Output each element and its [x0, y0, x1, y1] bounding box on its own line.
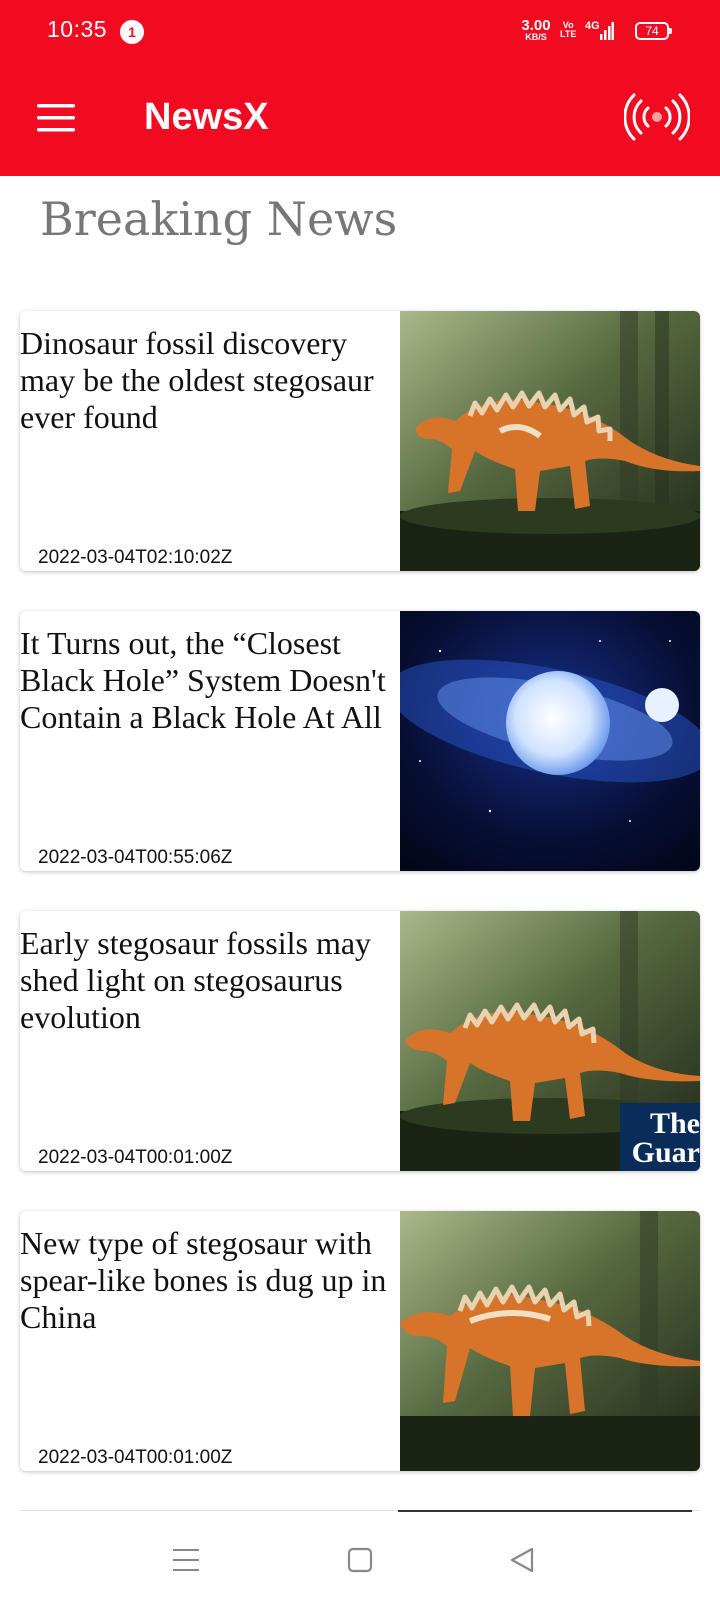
volte-bottom: LTE: [560, 29, 577, 39]
status-bar: 10:35 1 3.00 KB/S Vo LTE 4G 74: [0, 0, 720, 64]
news-thumbnail-binary-star: [400, 611, 700, 871]
recents-icon: [173, 1549, 199, 1571]
news-date: 2022-03-04T00:01:00Z: [38, 1147, 233, 1168]
news-card[interactable]: Early stegosaur fossils may shed light o…: [20, 911, 700, 1171]
news-thumbnail-stegosaur: [400, 1211, 700, 1471]
network-speed-value: 3.00: [521, 17, 551, 34]
section-title: Breaking News: [40, 192, 398, 246]
menu-button[interactable]: [26, 88, 86, 148]
recents-button[interactable]: [162, 1536, 210, 1584]
news-date: 2022-03-04T00:01:00Z: [38, 1447, 233, 1468]
navigation-bar: [0, 1520, 720, 1600]
back-button[interactable]: [498, 1536, 546, 1584]
notification-badge: 1: [120, 20, 144, 44]
publisher-logo: The Guar: [620, 1103, 700, 1171]
volte-indicator: Vo LTE: [560, 21, 576, 39]
news-date: 2022-03-04T02:10:02Z: [38, 547, 233, 568]
publisher-logo-line1: The: [649, 1107, 700, 1140]
news-thumbnail-stegosaur: The Guar: [400, 911, 700, 1171]
news-date: 2022-03-04T00:55:06Z: [38, 847, 233, 868]
network-speed: 3.00 KB/S: [516, 18, 556, 42]
app-title: NewsX: [144, 96, 269, 138]
battery-icon: 74: [635, 22, 672, 40]
live-broadcast-button[interactable]: [622, 86, 692, 148]
status-time: 10:35: [47, 16, 108, 42]
network-speed-unit: KB/S: [525, 32, 547, 42]
home-button[interactable]: [336, 1536, 384, 1584]
back-icon: [510, 1547, 534, 1573]
publisher-logo-line2: Guar: [631, 1136, 700, 1169]
news-headline: Early stegosaur fossils may shed light o…: [20, 925, 372, 1035]
network-type: 4G: [585, 20, 600, 32]
next-news-card-partial: [20, 1510, 700, 1521]
app-bar: NewsX: [0, 64, 720, 176]
news-card[interactable]: New type of stegosaur with spear-like bo…: [20, 1211, 700, 1471]
news-card[interactable]: Dinosaur fossil discovery may be the old…: [20, 311, 700, 571]
hamburger-menu-icon: [37, 104, 75, 132]
news-headline: New type of stegosaur with spear-like bo…: [20, 1225, 387, 1335]
news-card[interactable]: It Turns out, the “Closest Black Hole” S…: [20, 611, 700, 871]
broadcast-icon: [624, 93, 690, 141]
news-headline: It Turns out, the “Closest Black Hole” S…: [20, 625, 386, 735]
news-headline: Dinosaur fossil discovery may be the old…: [20, 325, 374, 435]
volte-top: Vo: [562, 20, 574, 30]
news-list: Dinosaur fossil discovery may be the old…: [20, 311, 700, 1511]
news-thumbnail-stegosaur: [400, 311, 700, 571]
home-icon: [347, 1547, 373, 1573]
signal-strength-icon: [600, 22, 614, 40]
